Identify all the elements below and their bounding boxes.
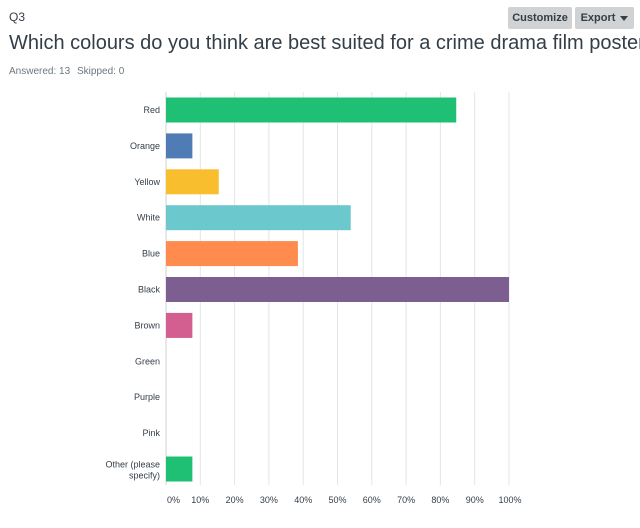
category-label: Orange <box>130 141 160 151</box>
x-tick-label: 100% <box>498 495 521 505</box>
bar[interactable] <box>166 169 219 195</box>
bar[interactable] <box>166 133 193 159</box>
bar[interactable] <box>166 241 298 267</box>
category-label: Pink <box>142 428 160 438</box>
answered-count: Answered: 13 <box>9 66 71 77</box>
x-tick-label: 70% <box>397 495 415 505</box>
export-button-label: Export <box>580 12 616 24</box>
chevron-down-icon <box>620 15 629 21</box>
x-tick-label: 60% <box>363 495 381 505</box>
category-label: Other (please specify) <box>105 460 160 481</box>
category-label: White <box>137 213 160 223</box>
x-tick-label: 40% <box>294 495 312 505</box>
bar[interactable] <box>166 205 351 231</box>
bar[interactable] <box>166 277 509 302</box>
question-title: Which colours do you think are best suit… <box>9 32 640 54</box>
category-label: Yellow <box>134 177 160 187</box>
x-tick-label: 0% <box>167 495 180 505</box>
bar[interactable] <box>166 456 193 482</box>
bar[interactable] <box>166 97 457 123</box>
x-tick-label: 50% <box>328 495 346 505</box>
export-button[interactable]: Export <box>575 7 634 29</box>
category-label: Red <box>143 105 160 115</box>
question-number: Q3 <box>9 10 26 24</box>
x-tick-label: 80% <box>431 495 449 505</box>
x-tick-label: 20% <box>226 495 244 505</box>
category-label: Green <box>135 356 160 366</box>
x-tick-label: 30% <box>260 495 278 505</box>
category-label: Blue <box>142 249 160 259</box>
skipped-count: Skipped: 0 <box>77 66 125 77</box>
customize-button-label: Customize <box>512 12 568 24</box>
category-label: Purple <box>134 392 160 402</box>
customize-button[interactable]: Customize <box>508 7 572 29</box>
category-label: Black <box>138 285 161 295</box>
bar[interactable] <box>166 312 193 338</box>
category-label: Brown <box>134 320 160 330</box>
x-tick-label: 90% <box>466 495 484 505</box>
x-tick-label: 10% <box>191 495 209 505</box>
